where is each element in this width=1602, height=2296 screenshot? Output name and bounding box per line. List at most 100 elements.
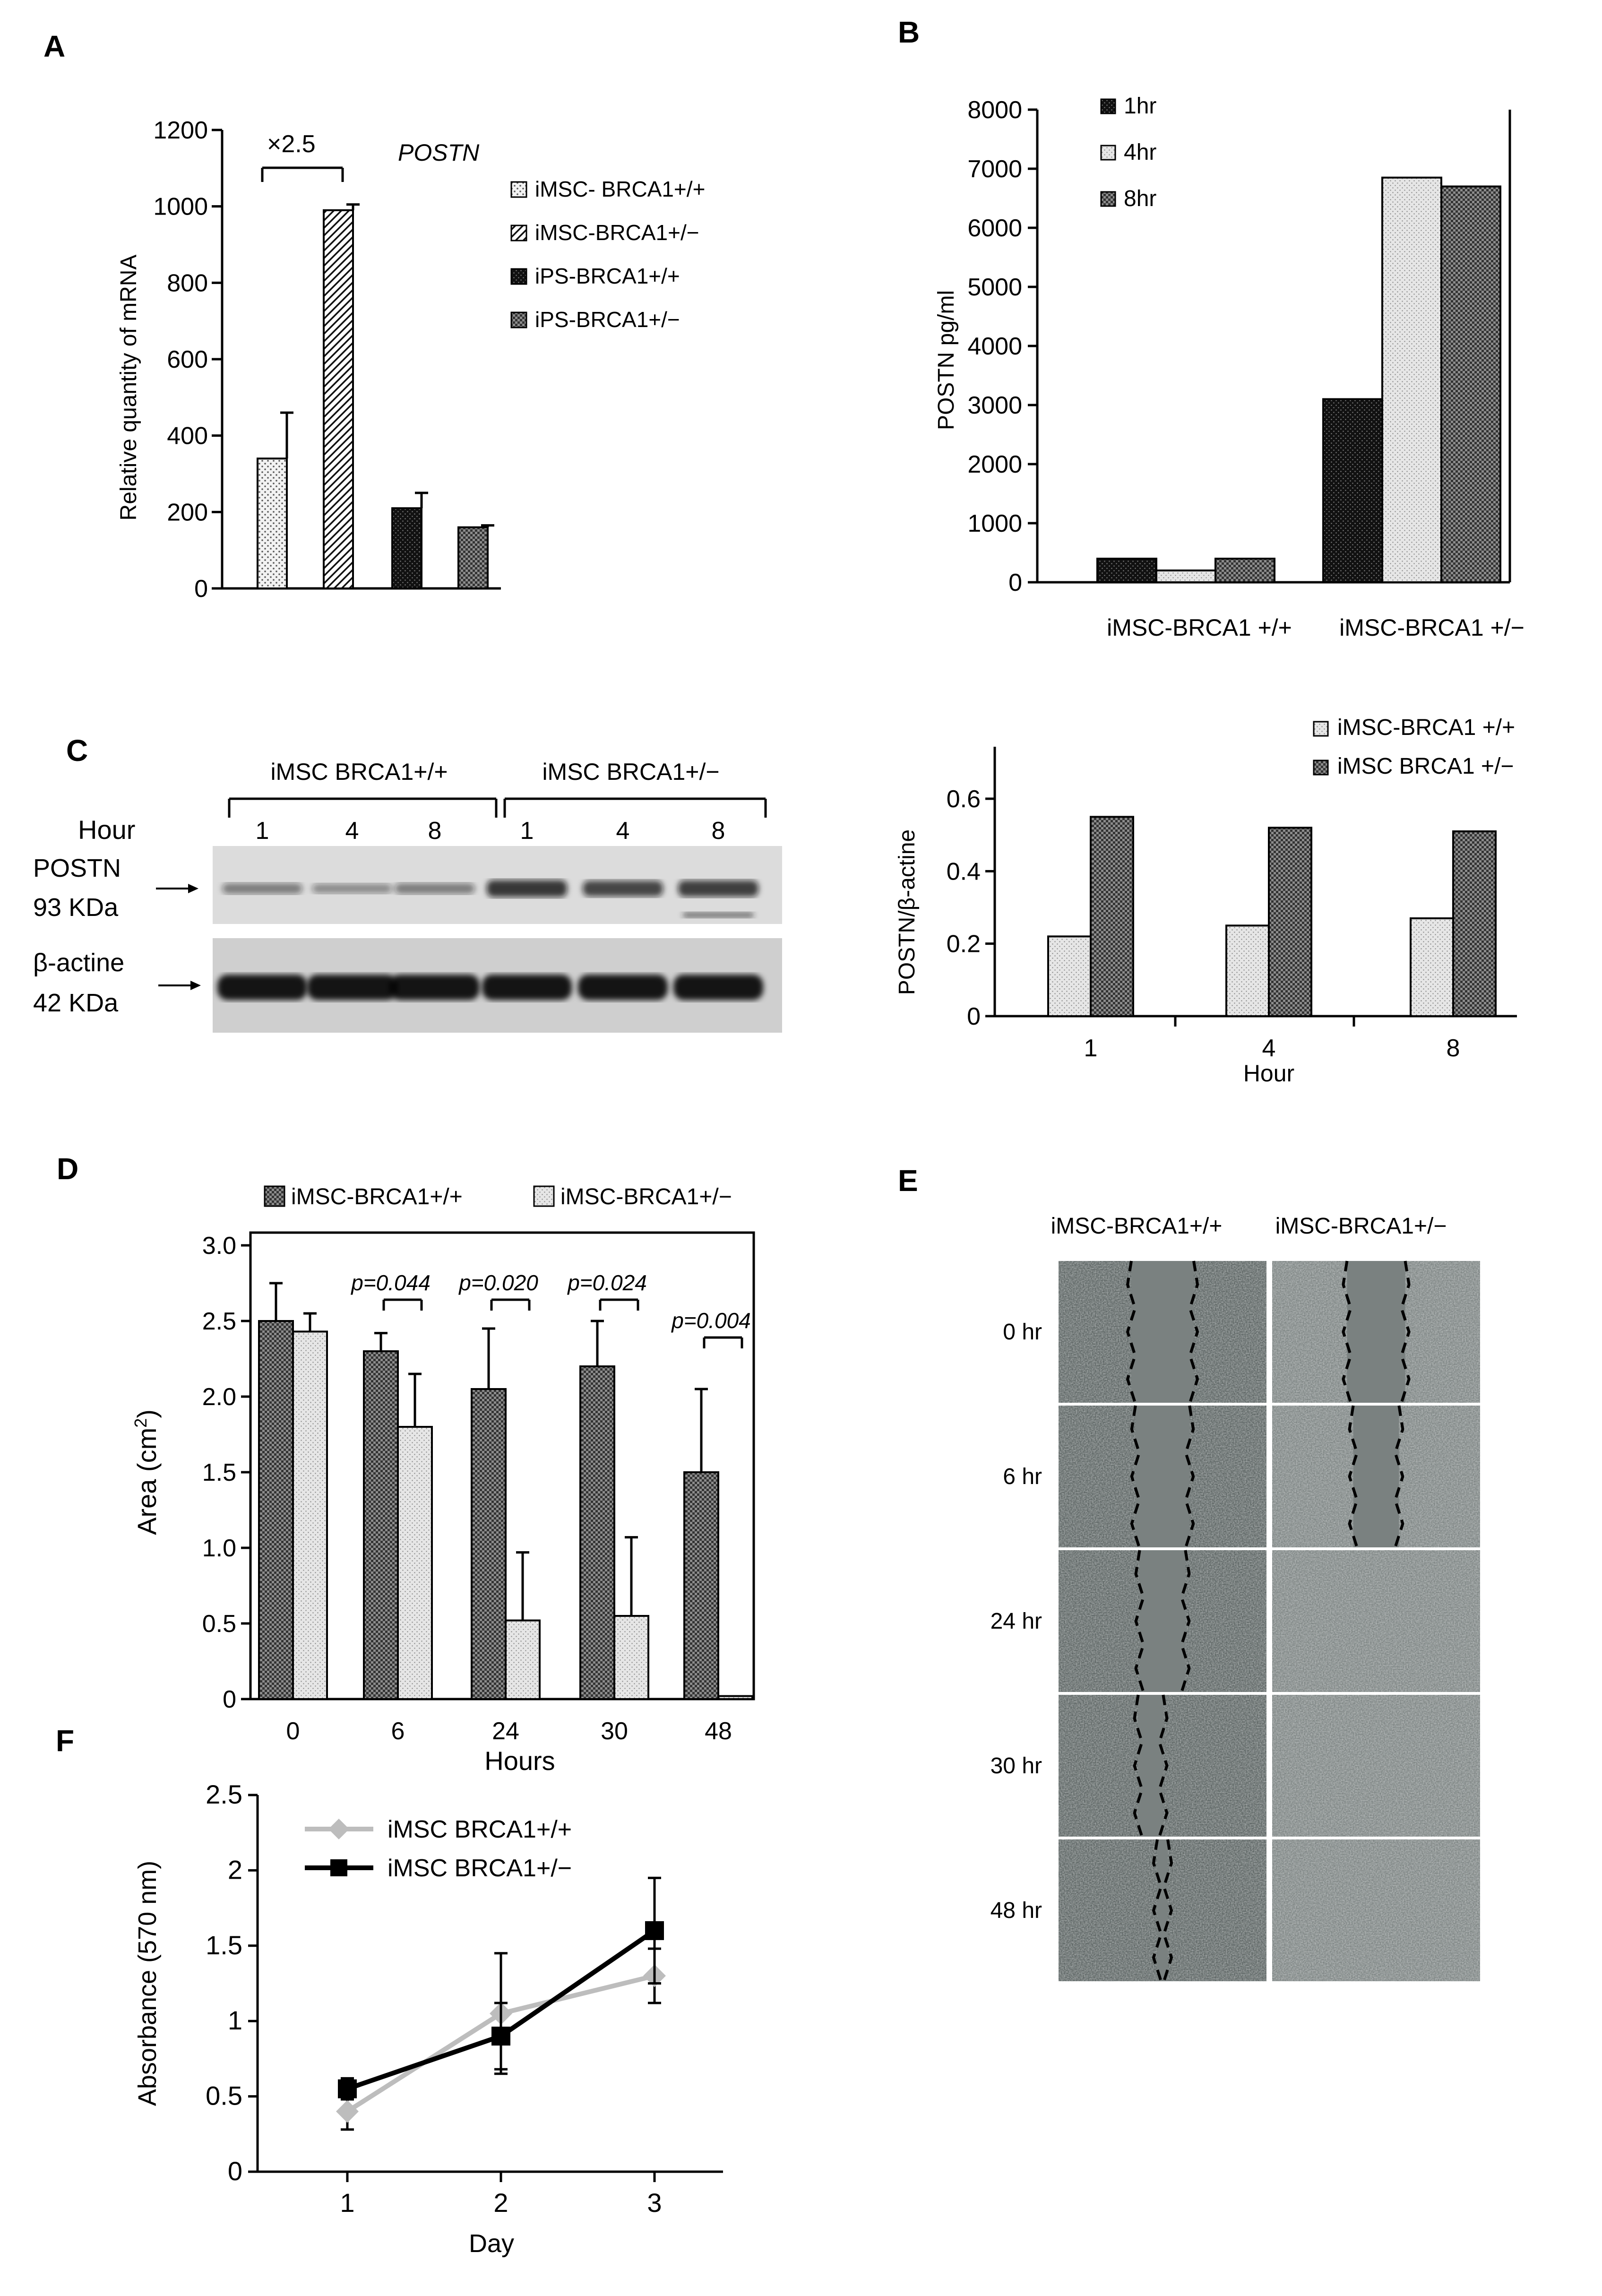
- fold-change-label: ×2.5: [267, 130, 316, 158]
- bar: [1090, 816, 1134, 1018]
- bar: [258, 1320, 294, 1700]
- chart-a: 0 200 400 600 800 1000 1200 Relative quantity o…: [116, 117, 705, 603]
- legend-swatch: [1100, 191, 1116, 207]
- actin-band: [578, 975, 668, 1000]
- micrograph-texture: [1272, 1839, 1480, 1981]
- y-tick-label: 3.0: [202, 1232, 236, 1260]
- bar: [1155, 570, 1216, 583]
- chart-title: POSTN: [398, 139, 480, 166]
- y-tick-label: 400: [167, 423, 208, 450]
- band-label-actin-kda: 42 KDa: [33, 989, 119, 1017]
- wound-row-label: 30 hr: [990, 1753, 1042, 1778]
- bar: [579, 1365, 615, 1700]
- bar: [363, 1350, 399, 1700]
- y-tick-label: 8000: [967, 96, 1022, 124]
- bar: [683, 1471, 719, 1700]
- wound-row-label: 6 hr: [1003, 1464, 1042, 1489]
- y-tick-label: 0.6: [947, 785, 981, 813]
- lane-label: 4: [345, 817, 359, 845]
- y-tick-label: 2.5: [202, 1308, 236, 1335]
- wound-gap: [1353, 1406, 1399, 1547]
- y-tick-label: 7000: [967, 155, 1022, 183]
- bar: [323, 209, 354, 589]
- lane-label: 4: [616, 817, 630, 845]
- wound-edge: [1152, 1839, 1163, 1982]
- wound-gap: [1139, 1550, 1186, 1692]
- legend-marker: [330, 1859, 347, 1876]
- bar: [292, 1330, 328, 1700]
- data-point: [338, 2079, 357, 2098]
- wound-gap: [1138, 1695, 1163, 1837]
- y-axis-label: Area (cm2): [131, 1409, 162, 1535]
- bar: [471, 1388, 507, 1700]
- y-tick-label: 2.0: [202, 1383, 236, 1411]
- legend-label: iPS-BRCA1+/+: [535, 264, 680, 288]
- y-tick-label: 1.5: [206, 1930, 242, 1960]
- y-tick-label: 0.2: [947, 931, 981, 958]
- y-tick-label: 200: [167, 499, 208, 526]
- legend-label: 1hr: [1124, 94, 1156, 119]
- chart-c: 0 0.2 0.4 0.6 POSTN/β-actine 1 4 8 Hour iMSC-BRCA…: [895, 715, 1517, 1087]
- legend-label: iMSC-BRCA1 +/+: [1337, 715, 1515, 740]
- legend-label: 4hr: [1124, 140, 1156, 165]
- bar: [613, 1615, 649, 1700]
- bar: [457, 526, 489, 589]
- lane-label: 1: [256, 817, 269, 845]
- x-tick-label: 3: [647, 2188, 662, 2218]
- wound-edge: [1134, 1550, 1145, 1692]
- postn-band: [222, 883, 302, 894]
- p-value-label: p=0.004: [671, 1308, 751, 1333]
- x-axis-label: Day: [469, 2229, 514, 2258]
- panel-letter-d: D: [57, 1152, 78, 1186]
- bar: [257, 457, 288, 590]
- bar: [505, 1619, 541, 1700]
- hour-label: Hour: [78, 815, 135, 845]
- wound-edge: [1133, 1694, 1144, 1837]
- panel-letter-a: A: [43, 29, 65, 63]
- p-value-label: p=0.044: [350, 1270, 431, 1295]
- legend-label: iMSC- BRCA1+/+: [535, 177, 705, 201]
- bar: [1214, 558, 1275, 583]
- p-value-label: p=0.024: [567, 1270, 647, 1295]
- x-tick-label: iMSC-BRCA1 +/+: [1107, 614, 1292, 641]
- wound-row-label: 24 hr: [990, 1609, 1042, 1634]
- wound-edge: [1158, 1694, 1169, 1837]
- bar: [1322, 398, 1383, 583]
- legend-label: iMSC-BRCA1+/−: [535, 220, 699, 245]
- blot-group-label: iMSC BRCA1+/+: [270, 759, 448, 785]
- x-tick-label: 1: [1084, 1035, 1098, 1062]
- actin-band: [482, 975, 572, 1000]
- band-label-actin: β-actine: [33, 949, 124, 977]
- legend-label: iMSC BRCA1+/−: [388, 1855, 572, 1882]
- wound-edge: [1126, 1260, 1137, 1403]
- y-tick-label: 5000: [967, 274, 1022, 301]
- postn-band-lower: [683, 912, 754, 918]
- y-tick-label: 0: [194, 575, 208, 603]
- band-label-postn: POSTN: [33, 854, 121, 882]
- wound-edge: [1342, 1260, 1352, 1403]
- x-axis-label: Hours: [484, 1746, 555, 1776]
- y-tick-label: 800: [167, 269, 208, 297]
- y-tick-label: 0: [223, 1686, 236, 1713]
- actin-band: [307, 975, 397, 1000]
- wound-edge: [1348, 1405, 1359, 1548]
- y-tick-label: 0: [1008, 569, 1022, 596]
- wound-column-label: iMSC-BRCA1+/+: [1051, 1214, 1223, 1239]
- x-tick-label: 2: [493, 2188, 508, 2218]
- actin-band: [390, 975, 480, 1000]
- x-axis-label: Hour: [1243, 1060, 1294, 1087]
- y-tick-label: 3000: [967, 392, 1022, 419]
- x-tick-label: 48: [705, 1718, 732, 1745]
- data-point: [336, 2100, 359, 2123]
- bar: [1268, 827, 1312, 1018]
- band-arrow-head: [190, 981, 201, 990]
- x-tick-label: iMSC-BRCA1 +/−: [1339, 614, 1524, 641]
- y-axis-label-sup: 2: [131, 1418, 150, 1428]
- panel-letter-f: F: [56, 1724, 74, 1758]
- y-tick-label: 0: [967, 1003, 981, 1030]
- y-tick-label: 1.5: [202, 1459, 236, 1486]
- x-tick-label: 6: [391, 1718, 405, 1745]
- p-value-label: p=0.020: [458, 1270, 538, 1295]
- legend-swatch: [264, 1185, 285, 1207]
